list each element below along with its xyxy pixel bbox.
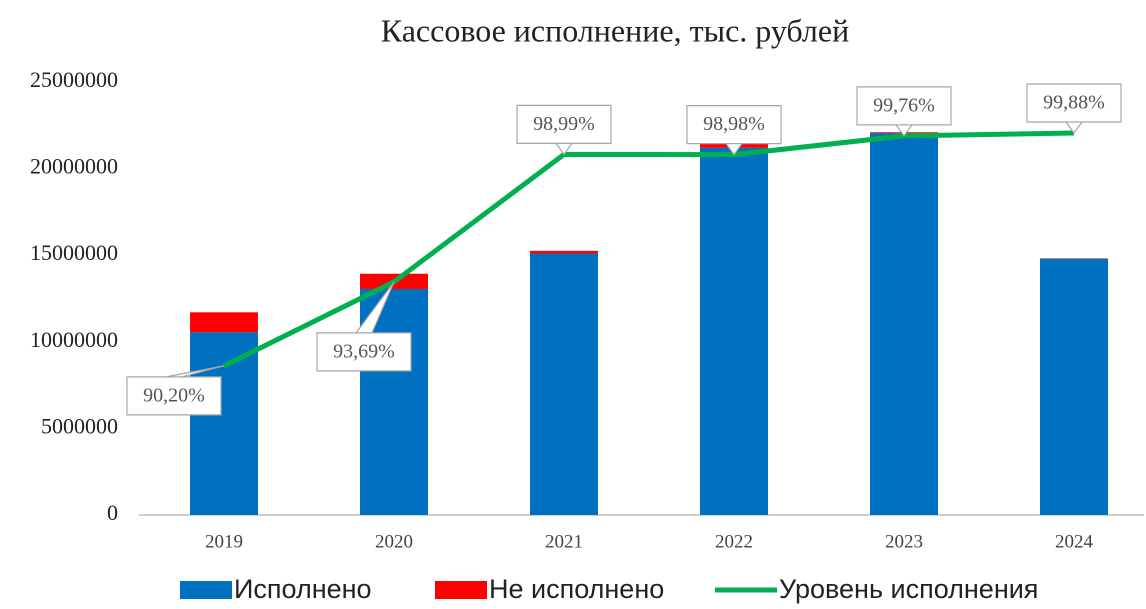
legend-label: Исполнено [234,574,372,604]
x-tick-label: 2021 [545,531,583,552]
bar-segment [190,332,258,515]
legend-label: Уровень исполнения [779,574,1038,604]
data-label: 98,98% [703,113,765,135]
bar-segment [530,250,598,254]
label-box [318,333,410,370]
y-tick-label: 25000000 [30,67,118,92]
data-label: 93,69% [333,340,395,362]
data-label: 99,88% [1043,92,1105,114]
legend-label: Не исполнено [489,574,664,604]
x-tick-label: 2024 [1055,531,1094,552]
x-tick-label: 2022 [715,531,753,552]
y-tick-label: 20000000 [30,154,118,179]
line [222,130,1075,369]
x-tick-label: 2019 [205,531,243,552]
label-box [128,377,220,414]
label-box [688,106,780,143]
x-tick-label: 2023 [885,531,923,552]
y-tick-label: 0 [107,500,118,525]
y-tick-label: 15000000 [30,240,118,265]
chart-title: Кассовое исполнение, тыс. рублей [381,12,849,48]
y-tick-label: 5000000 [41,413,118,438]
bar-segment [1040,258,1108,515]
label-box [1028,84,1120,121]
data-label: 98,99% [533,113,595,135]
label-box [858,87,950,124]
data-label: 90,20% [143,384,205,406]
data-label: 99,76% [873,94,935,116]
legend-swatch [180,581,232,599]
x-tick-label: 2020 [375,531,413,552]
legend-swatch [435,581,487,599]
y-tick-label: 10000000 [30,327,118,352]
bar-segment [530,253,598,515]
label-box [518,106,610,143]
bar-segment [700,147,768,516]
bar-segment [870,133,938,515]
bar-segment [190,312,258,333]
